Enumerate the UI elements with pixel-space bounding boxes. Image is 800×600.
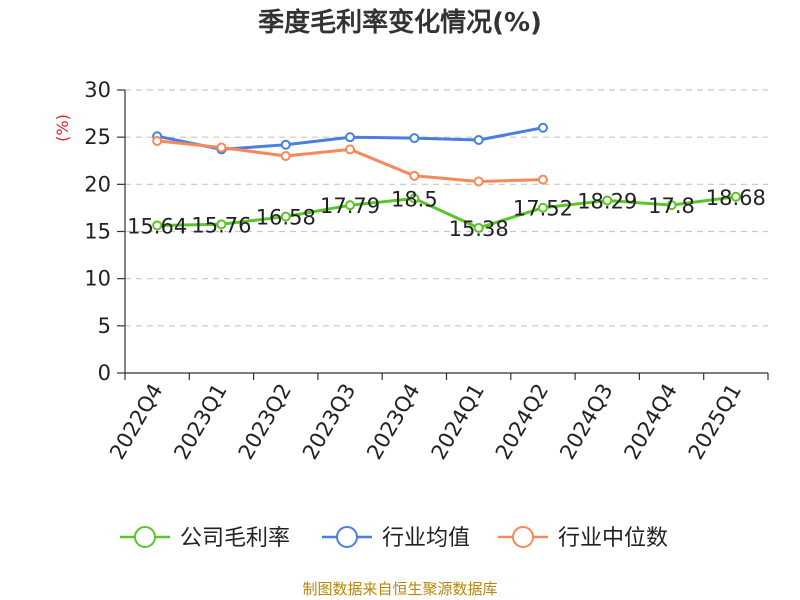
data-point <box>473 134 484 145</box>
data-label: 18.5 <box>391 187 438 211</box>
x-tick-label: 2023Q2 <box>234 380 296 464</box>
legend-label: 公司毛利率 <box>180 526 290 551</box>
x-tick-label: 2022Q4 <box>105 380 167 464</box>
chart-title: 季度毛利率变化情况(%) <box>258 7 542 38</box>
data-point <box>666 200 677 211</box>
data-point <box>409 133 420 144</box>
legend-marker <box>134 526 156 548</box>
data-point <box>280 151 291 162</box>
y-tick-label: 20 <box>84 172 111 196</box>
data-point <box>537 174 548 185</box>
legend-marker <box>336 526 358 548</box>
legend-label: 行业均值 <box>382 526 470 551</box>
data-label: 18.68 <box>706 186 766 210</box>
x-tick-label: 2023Q1 <box>169 380 231 464</box>
data-point <box>345 144 356 155</box>
y-axis-unit-label: (%) <box>53 114 72 142</box>
x-tick-label: 2024Q2 <box>491 380 553 464</box>
data-point <box>152 220 163 231</box>
series-lines <box>152 122 741 233</box>
data-point <box>345 132 356 143</box>
y-tick-label: 15 <box>84 220 111 244</box>
legend-marker <box>512 526 534 548</box>
data-point <box>409 193 420 204</box>
gridlines <box>125 89 768 327</box>
y-tick-label: 5 <box>98 314 111 338</box>
x-tick-label: 2024Q4 <box>619 380 681 464</box>
data-label: 15.64 <box>127 214 187 238</box>
data-point <box>602 195 613 206</box>
x-axis-ticks: 2022Q4 2023Q1 2023Q2 2023Q3 2023Q4 2024Q1 2024… <box>105 373 769 464</box>
y-axis-ticks: 0 5 10 15 20 25 30 <box>84 78 125 385</box>
data-point <box>216 142 227 153</box>
legend: 公司毛利率 行业均值 行业中位数 <box>120 526 668 551</box>
data-point <box>216 219 227 230</box>
y-tick-label: 10 <box>84 267 111 291</box>
y-tick-label: 0 <box>98 361 111 385</box>
data-point <box>409 170 420 181</box>
x-tick-label: 2023Q4 <box>362 380 424 464</box>
x-tick-label: 2024Q3 <box>555 380 617 464</box>
data-label: 17.8 <box>648 194 695 218</box>
y-tick-label: 30 <box>84 78 111 102</box>
y-tick-label: 25 <box>84 125 111 149</box>
data-point <box>473 176 484 187</box>
data-point <box>473 222 484 233</box>
data-point <box>280 139 291 150</box>
x-tick-label: 2024Q1 <box>427 380 489 464</box>
data-label: 17.52 <box>513 197 573 221</box>
data-label: 17.79 <box>320 194 380 218</box>
data-label: 16.58 <box>256 206 316 230</box>
data-label: 18.29 <box>577 189 637 213</box>
data-point <box>730 191 741 202</box>
data-point <box>345 200 356 211</box>
data-point <box>280 211 291 222</box>
data-point <box>537 122 548 133</box>
x-tick-label: 2025Q1 <box>684 380 746 464</box>
data-point <box>152 135 163 146</box>
data-point <box>537 202 548 213</box>
source-note: 制图数据来自恒生聚源数据库 <box>302 580 497 598</box>
x-tick-label: 2023Q3 <box>298 380 360 464</box>
series-line-1 <box>157 195 737 230</box>
data-label: 15.38 <box>449 217 509 241</box>
data-label: 15.76 <box>191 213 251 237</box>
legend-label: 行业中位数 <box>558 526 668 551</box>
